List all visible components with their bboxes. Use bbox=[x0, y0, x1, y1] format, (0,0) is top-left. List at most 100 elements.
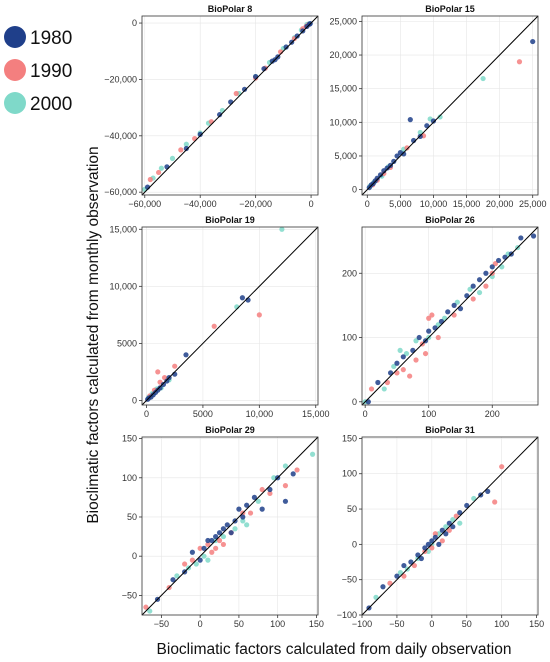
data-point-1990 bbox=[446, 527, 452, 533]
y-tick-label: 50 bbox=[127, 512, 137, 522]
y-tick-label: 15,000 bbox=[329, 84, 357, 94]
data-point-1990 bbox=[435, 334, 441, 341]
data-point-1980 bbox=[432, 534, 438, 540]
data-point-1980 bbox=[426, 328, 432, 334]
x-tick-label: 0 bbox=[309, 199, 314, 209]
data-point-1980 bbox=[422, 545, 428, 551]
x-tick-label: 0 bbox=[363, 409, 368, 419]
data-point-1990 bbox=[211, 323, 217, 329]
data-point-1980 bbox=[164, 164, 170, 170]
x-tick-label: 10,000 bbox=[420, 199, 448, 209]
y-tick-label: 0 bbox=[352, 185, 357, 195]
legend-label-1990: 1990 bbox=[30, 61, 72, 82]
data-point-2000 bbox=[147, 608, 153, 614]
y-tick-label: 10,000 bbox=[329, 117, 357, 127]
data-point-1980 bbox=[408, 559, 414, 565]
data-point-2000 bbox=[454, 299, 460, 305]
panel-title: BioPolar 29 bbox=[205, 425, 255, 435]
x-tick-label: 15,000 bbox=[302, 409, 330, 419]
y-tick-label: 0 bbox=[132, 551, 137, 561]
data-point-1990 bbox=[407, 373, 413, 379]
data-point-1990 bbox=[439, 538, 445, 544]
data-point-1990 bbox=[429, 545, 435, 551]
data-point-1990 bbox=[213, 545, 219, 551]
data-point-2000 bbox=[193, 561, 199, 567]
data-point-1990 bbox=[155, 369, 161, 375]
data-point-2000 bbox=[205, 557, 211, 563]
data-point-1990 bbox=[453, 513, 459, 519]
x-tick-label: −40,000 bbox=[184, 199, 217, 209]
data-point-1990 bbox=[499, 464, 505, 470]
data-point-1980 bbox=[476, 277, 483, 283]
data-point-1980 bbox=[228, 530, 234, 536]
data-point-1980 bbox=[228, 99, 234, 105]
data-point-1980 bbox=[183, 352, 189, 358]
y-axis-title: Bioclimatic factors calculated from mont… bbox=[85, 146, 102, 523]
y-tick-label: −50 bbox=[342, 575, 357, 585]
data-point-1980 bbox=[201, 545, 207, 551]
x-axis-title: Bioclimatic factors calculated from dail… bbox=[157, 641, 512, 658]
data-point-2000 bbox=[437, 114, 443, 120]
y-tick-label: 25,000 bbox=[329, 16, 357, 26]
y-tick-label: −60,000 bbox=[104, 187, 137, 197]
data-point-1990 bbox=[192, 136, 198, 142]
data-point-1990 bbox=[216, 537, 223, 544]
data-point-1980 bbox=[267, 486, 273, 493]
x-tick-label: 0 bbox=[365, 199, 370, 209]
data-point-1980 bbox=[216, 530, 223, 536]
identity-line bbox=[361, 436, 539, 616]
data-point-1980 bbox=[189, 549, 195, 555]
data-point-2000 bbox=[183, 141, 189, 147]
data-point-1980 bbox=[294, 33, 300, 39]
y-tick-label: 100 bbox=[122, 473, 137, 483]
data-point-1980 bbox=[436, 541, 442, 547]
data-point-1980 bbox=[160, 381, 167, 388]
data-point-2000 bbox=[232, 526, 238, 532]
x-tick-label: 150 bbox=[529, 619, 544, 629]
x-tick-label: 15,000 bbox=[453, 199, 481, 209]
y-tick-label: 0 bbox=[352, 397, 357, 407]
data-point-2000 bbox=[443, 524, 449, 530]
data-point-2000 bbox=[309, 451, 316, 457]
data-point-1980 bbox=[418, 555, 424, 562]
y-tick-label: −50 bbox=[122, 590, 137, 600]
data-point-2000 bbox=[480, 75, 486, 82]
legend-label-2000: 2000 bbox=[30, 94, 72, 115]
data-point-1980 bbox=[530, 38, 536, 45]
x-tick-label: 100 bbox=[421, 409, 436, 419]
data-point-1980 bbox=[446, 520, 452, 526]
data-point-1980 bbox=[439, 527, 445, 533]
data-point-1980 bbox=[450, 524, 456, 530]
y-tick-label: 20,000 bbox=[329, 50, 357, 60]
data-point-1980 bbox=[424, 123, 430, 129]
data-point-2000 bbox=[220, 533, 227, 540]
data-point-2000 bbox=[271, 475, 277, 481]
panel-frame bbox=[361, 15, 539, 196]
data-point-1980 bbox=[401, 151, 407, 157]
data-point-1990 bbox=[426, 315, 432, 321]
data-point-1980 bbox=[415, 552, 421, 558]
data-point-2000 bbox=[467, 286, 473, 292]
data-point-1990 bbox=[189, 557, 195, 563]
data-point-1980 bbox=[157, 385, 163, 391]
data-point-1980 bbox=[391, 158, 397, 164]
data-point-2000 bbox=[282, 463, 289, 469]
x-tick-label: 200 bbox=[485, 409, 500, 419]
data-point-1990 bbox=[233, 90, 239, 97]
legend-marker-2000 bbox=[4, 92, 26, 114]
data-point-2000 bbox=[244, 522, 250, 528]
data-point-1990 bbox=[259, 486, 265, 493]
data-point-1990 bbox=[197, 545, 203, 551]
data-point-1990 bbox=[368, 386, 375, 392]
y-tick-label: 10,000 bbox=[109, 281, 137, 291]
data-point-1980 bbox=[530, 233, 537, 239]
y-tick-label: −100 bbox=[337, 610, 357, 620]
x-tick-label: 100 bbox=[494, 619, 509, 629]
data-point-2000 bbox=[391, 363, 397, 370]
data-point-1980 bbox=[425, 541, 431, 547]
panel-4: 0 100 200 0 100 200 BioPolar 26 bbox=[342, 215, 539, 419]
data-point-1980 bbox=[380, 584, 386, 590]
data-point-2000 bbox=[240, 518, 246, 524]
y-tick-label: 0 bbox=[132, 395, 137, 405]
